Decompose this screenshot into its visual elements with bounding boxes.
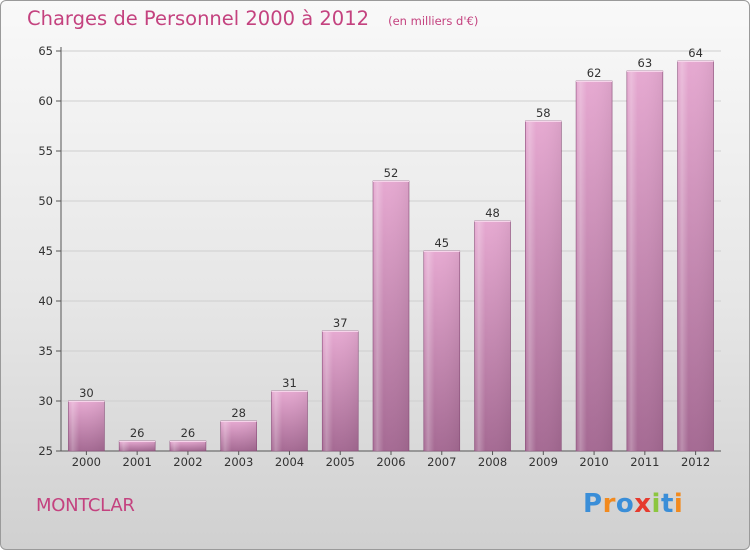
x-tick-label: 2006 bbox=[376, 455, 405, 469]
y-tick-label: 65 bbox=[38, 44, 53, 58]
x-tick-label: 2012 bbox=[681, 455, 710, 469]
bar-shine bbox=[626, 71, 663, 451]
data-label: 45 bbox=[434, 236, 449, 250]
logo-letter: x bbox=[634, 489, 652, 519]
data-label: 64 bbox=[688, 46, 703, 60]
y-tick-label: 35 bbox=[38, 344, 53, 358]
bar-shine bbox=[220, 421, 257, 451]
data-label: 37 bbox=[333, 316, 348, 330]
bar-shine bbox=[322, 331, 359, 451]
data-label: 48 bbox=[485, 206, 500, 220]
x-tick-label: 2008 bbox=[478, 455, 507, 469]
bar-shine bbox=[271, 391, 308, 451]
bar-shine bbox=[677, 61, 714, 451]
chart-subtitle: (en milliers d'€) bbox=[388, 14, 479, 28]
bar-shine bbox=[373, 181, 409, 451]
x-tick-label: 2005 bbox=[326, 455, 355, 469]
proxiti-logo: Proxiti bbox=[583, 489, 683, 519]
data-label: 26 bbox=[181, 426, 196, 440]
logo-letter: o bbox=[615, 489, 635, 519]
data-label: 52 bbox=[384, 166, 399, 180]
data-label: 62 bbox=[587, 66, 602, 80]
bar-shine bbox=[474, 221, 511, 451]
data-label: 30 bbox=[79, 386, 94, 400]
logo-letter: P bbox=[583, 489, 603, 519]
data-label: 26 bbox=[130, 426, 145, 440]
bar-shine bbox=[68, 401, 105, 451]
data-label: 63 bbox=[638, 56, 653, 70]
data-label: 58 bbox=[536, 106, 551, 120]
chart-title: Charges de Personnel 2000 à 2012 bbox=[27, 7, 370, 30]
x-tick-label: 2002 bbox=[173, 455, 202, 469]
logo-letter: i bbox=[651, 489, 661, 519]
x-tick-label: 2003 bbox=[224, 455, 253, 469]
bar-shine bbox=[576, 81, 613, 451]
title-row: Charges de Personnel 2000 à 2012 (en mil… bbox=[27, 7, 478, 30]
logo-letter: r bbox=[602, 489, 616, 519]
x-tick-label: 2004 bbox=[275, 455, 304, 469]
data-label: 28 bbox=[231, 406, 246, 420]
bar-shine bbox=[525, 121, 562, 451]
bar-shine bbox=[423, 251, 460, 451]
x-tick-label: 2001 bbox=[123, 455, 152, 469]
y-tick-label: 50 bbox=[38, 194, 53, 208]
bar-shine bbox=[169, 441, 206, 451]
logo-letter: t bbox=[660, 489, 674, 519]
commune-name: MONTCLAR bbox=[36, 495, 135, 516]
y-tick-label: 40 bbox=[38, 294, 53, 308]
y-tick-label: 60 bbox=[38, 94, 53, 108]
data-label: 31 bbox=[282, 376, 297, 390]
labels: 25 30 35 40 45 50 55 60 65 30 2000 26 2001 26 2002 28 20… bbox=[38, 44, 710, 469]
y-tick-label: 45 bbox=[38, 244, 53, 258]
x-tick-label: 2007 bbox=[427, 455, 456, 469]
x-tick-label: 2010 bbox=[579, 455, 608, 469]
x-tick-label: 2011 bbox=[630, 455, 659, 469]
y-tick-label: 55 bbox=[38, 144, 53, 158]
bar-shine bbox=[119, 441, 156, 451]
y-tick-label: 25 bbox=[38, 444, 53, 458]
x-tick-label: 2009 bbox=[529, 455, 558, 469]
logo-letter: i bbox=[673, 489, 684, 519]
x-tick-label: 2000 bbox=[72, 455, 101, 469]
y-tick-label: 30 bbox=[38, 394, 53, 408]
bars bbox=[68, 60, 714, 452]
